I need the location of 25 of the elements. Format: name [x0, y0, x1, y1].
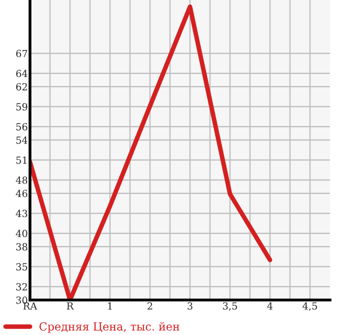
x-tick-label: 4 — [267, 302, 273, 310]
x-tick-label: RA — [23, 302, 38, 310]
y-tick-label: 32 — [16, 283, 27, 290]
y-tick-label: 56 — [16, 123, 28, 130]
y-tick-label: 67 — [16, 50, 28, 58]
x-tick-label: R — [66, 302, 74, 310]
x-tick-label: 1 — [108, 302, 112, 310]
legend-label: Средняя Цена, тыс. йен — [40, 322, 180, 333]
y-tick-label: 54 — [16, 136, 28, 144]
y-tick-label: 51 — [16, 156, 27, 164]
x-tick-label: 3,5 — [223, 302, 237, 311]
y-tick-label: 59 — [16, 103, 28, 110]
y-tick-label: 48 — [16, 176, 28, 184]
x-tick-label: 3 — [188, 302, 192, 310]
line-series — [30, 4, 272, 300]
x-tick-label: 2 — [148, 302, 152, 310]
y-tick-label: 40 — [16, 230, 28, 238]
y-tick-label: 46 — [16, 190, 28, 198]
y-tick-label: 64 — [16, 70, 28, 78]
y-tick-label: 43 — [16, 210, 28, 218]
x-tick-label: 4,5 — [302, 302, 317, 311]
y-tick-label: 30 — [16, 296, 28, 304]
y-tick-label: 62 — [16, 83, 27, 90]
y-tick-label: 35 — [16, 263, 28, 270]
y-tick-label: 38 — [16, 243, 28, 250]
